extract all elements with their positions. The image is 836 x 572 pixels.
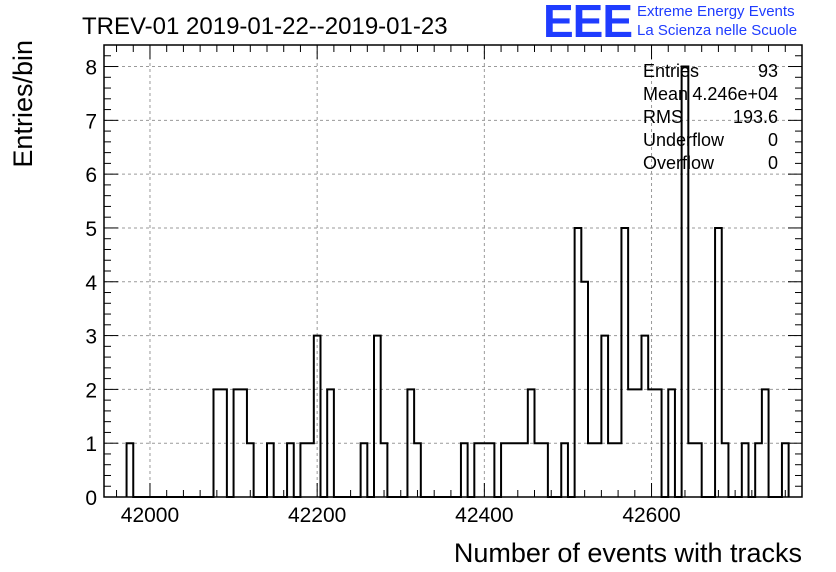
histogram-bin [621,228,628,497]
histogram-bin [381,443,388,497]
histogram-bin [214,389,221,497]
histogram-bin [535,443,542,497]
histogram-bin [648,389,655,497]
histogram-bin [374,336,381,497]
histogram-bin [521,443,528,497]
x-axis-label: Number of events with tracks [454,538,802,568]
tick-labels: 42000 42200 42400 42600 0 1 2 3 4 5 6 7 8 [85,57,680,527]
histogram-bin [314,336,321,497]
histogram-bin [414,443,421,497]
y-tick-label: 2 [85,379,97,402]
histogram-bin [755,443,762,497]
histogram-bin [361,443,368,497]
histogram-bin [267,443,274,497]
logo-caption: Extreme Energy Events La Scienza nelle S… [637,2,797,40]
histogram-bin [474,443,481,497]
histogram-bin [247,443,254,497]
stats-entries-value: 93 [758,61,778,81]
histogram-bin [501,443,508,497]
x-tick-label: 42400 [455,504,513,527]
histogram-bin [595,443,602,497]
histogram-bin [695,443,702,497]
histogram-bin [327,389,334,497]
histogram-bin [635,389,642,497]
y-tick-label: 3 [85,326,97,349]
histogram-bin [307,443,314,497]
logo-caption-line1: Extreme Energy Events [637,3,795,20]
stats-rms-label: RMS [643,107,683,127]
histogram-bin [642,336,649,497]
grid-lines [104,45,802,497]
histogram-bin [688,443,695,497]
stats-mean-value: 4.246e+04 [692,84,778,104]
y-tick-label: 6 [85,164,97,187]
y-tick-label: 5 [85,218,97,241]
chart-title: TREV-01 2019-01-22--2019-01-23 [82,13,448,40]
x-tick-label: 42000 [121,504,179,527]
histogram-bin [742,443,749,497]
y-tick-label: 1 [85,433,97,456]
x-tick-label: 42600 [622,504,680,527]
y-tick-label: 0 [85,487,97,510]
y-tick-label: 4 [85,272,97,295]
stats-entries-label: Entries [643,61,699,81]
histogram-bin [762,389,769,497]
histogram-bin [240,389,247,497]
stats-underflow-label: Underflow [643,130,725,150]
histogram-bin [287,443,294,497]
histogram-bin [782,443,789,497]
histogram-bin [628,389,635,497]
stats-mean-label: Mean [643,84,688,104]
y-tick-label: 8 [85,57,97,80]
y-tick-label: 7 [85,110,97,133]
plot-frame [103,44,803,498]
histogram-bin [234,389,241,497]
histogram-bin [581,282,588,497]
x-tick-label: 42200 [288,504,346,527]
histogram-bin [608,443,615,497]
histogram-bin [722,443,729,497]
stats-overflow-label: Overflow [643,153,715,173]
histogram-bin [668,389,675,497]
y-axis-label: Entries/bin [8,40,38,168]
histogram-bin [508,443,515,497]
axis-ticks [104,44,803,498]
histogram-bin [615,443,622,497]
histogram-bin [561,443,568,497]
histogram-bin [220,389,227,497]
histogram-bin [601,336,608,497]
eee-logo: EEE [543,0,633,47]
histogram-bin [655,389,662,497]
histogram-bin [528,389,535,497]
histogram-bin [488,443,495,497]
histogram-bin [300,443,307,497]
stats-overflow-value: 0 [768,153,778,173]
histogram-bin [715,228,722,497]
histogram-bin [514,443,521,497]
histogram-bin [541,443,548,497]
histogram-bin [588,443,595,497]
histogram-bin [575,228,582,497]
histogram-bin [127,443,134,497]
logo-caption-line2: La Scienza nelle Scuole [637,22,798,39]
stats-box: Entries 93 Mean 4.246e+04 RMS 193.6 Unde… [643,61,778,173]
histogram-bin [407,389,414,497]
stats-rms-value: 193.6 [733,107,778,127]
histogram-bin [461,443,468,497]
stats-underflow-value: 0 [768,130,778,150]
